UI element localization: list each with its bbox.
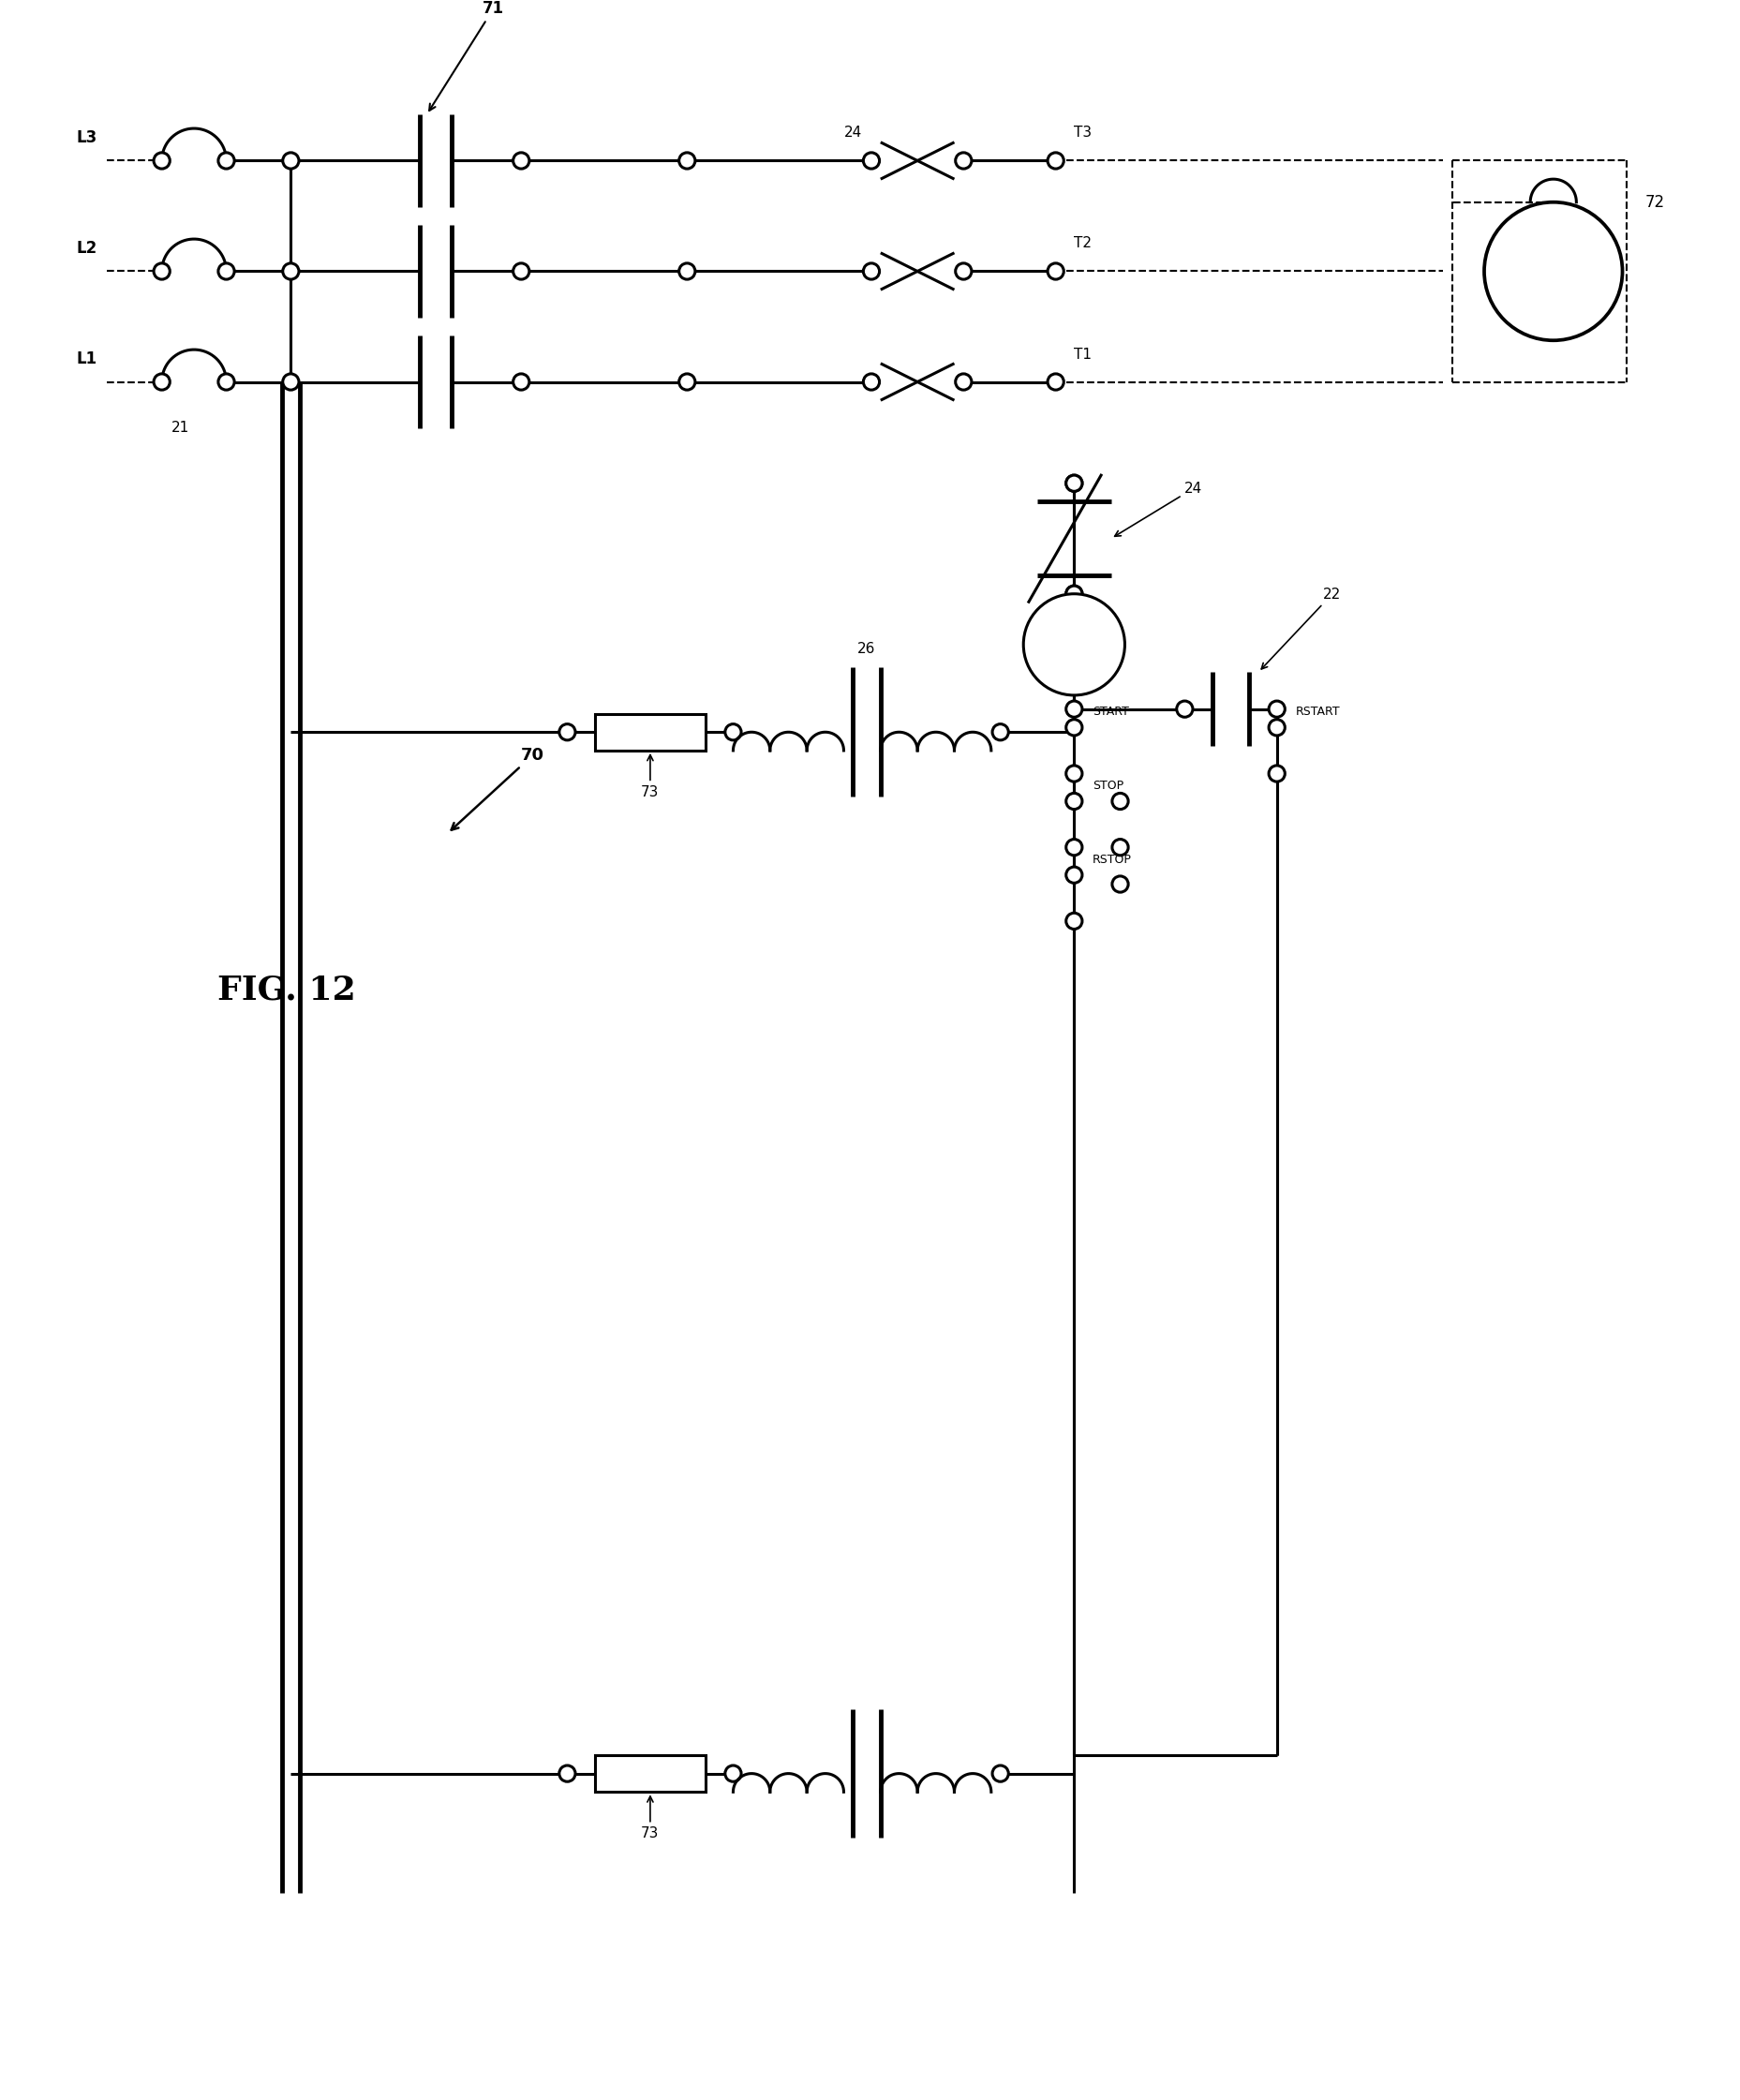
- Text: T2: T2: [1074, 237, 1093, 250]
- Circle shape: [1047, 153, 1063, 168]
- Text: RSTOP: RSTOP: [1093, 853, 1131, 865]
- Text: START: START: [1093, 706, 1129, 718]
- Text: L2: L2: [77, 239, 97, 256]
- Circle shape: [1112, 794, 1128, 808]
- Circle shape: [153, 153, 171, 168]
- Circle shape: [679, 374, 696, 391]
- Circle shape: [282, 262, 299, 279]
- Text: L1: L1: [77, 351, 97, 367]
- Circle shape: [726, 1766, 741, 1781]
- Text: RSTART: RSTART: [1295, 706, 1340, 718]
- Circle shape: [1023, 594, 1124, 695]
- Circle shape: [1176, 701, 1192, 716]
- Circle shape: [955, 153, 971, 168]
- Circle shape: [1484, 202, 1622, 340]
- Text: L3: L3: [77, 130, 97, 147]
- Circle shape: [1067, 867, 1082, 882]
- Circle shape: [679, 153, 696, 168]
- Text: 72: 72: [1646, 193, 1665, 210]
- Circle shape: [1067, 914, 1082, 928]
- Circle shape: [1067, 794, 1082, 808]
- Text: 73: 73: [640, 1796, 659, 1842]
- Circle shape: [1067, 766, 1082, 781]
- Text: 73: 73: [640, 754, 659, 800]
- Circle shape: [1067, 475, 1082, 491]
- Circle shape: [1067, 586, 1082, 603]
- Circle shape: [992, 724, 1009, 739]
- Circle shape: [992, 1766, 1009, 1781]
- Circle shape: [218, 262, 235, 279]
- Circle shape: [1047, 262, 1063, 279]
- Text: 70: 70: [451, 748, 545, 830]
- Circle shape: [679, 262, 696, 279]
- Circle shape: [1067, 586, 1082, 603]
- Circle shape: [1268, 720, 1284, 735]
- Text: STOP: STOP: [1093, 779, 1124, 792]
- FancyBboxPatch shape: [595, 1756, 705, 1791]
- Text: T3: T3: [1074, 126, 1093, 141]
- Circle shape: [1067, 701, 1082, 716]
- Circle shape: [863, 374, 879, 391]
- Text: M: M: [1067, 636, 1081, 653]
- FancyBboxPatch shape: [595, 714, 705, 750]
- Circle shape: [1268, 766, 1284, 781]
- Circle shape: [282, 153, 299, 168]
- Text: 26: 26: [858, 643, 875, 655]
- Circle shape: [513, 374, 529, 391]
- Circle shape: [1268, 701, 1284, 716]
- Circle shape: [513, 153, 529, 168]
- Circle shape: [513, 262, 529, 279]
- Circle shape: [559, 724, 576, 739]
- Circle shape: [559, 1766, 576, 1781]
- Circle shape: [1067, 840, 1082, 855]
- Text: 21: 21: [171, 420, 190, 435]
- Circle shape: [1067, 475, 1082, 491]
- Circle shape: [218, 153, 235, 168]
- Circle shape: [726, 724, 741, 739]
- Circle shape: [955, 374, 971, 391]
- Circle shape: [153, 262, 171, 279]
- Text: FIG. 12: FIG. 12: [218, 974, 355, 1006]
- Circle shape: [1067, 720, 1082, 735]
- Circle shape: [955, 262, 971, 279]
- Text: 24: 24: [1115, 481, 1202, 535]
- Circle shape: [863, 262, 879, 279]
- Circle shape: [282, 374, 299, 391]
- Circle shape: [1112, 840, 1128, 855]
- Circle shape: [218, 374, 235, 391]
- Circle shape: [1112, 876, 1128, 892]
- Text: 22: 22: [1262, 588, 1342, 670]
- Circle shape: [153, 374, 171, 391]
- Text: T1: T1: [1074, 347, 1093, 361]
- Text: 24: 24: [844, 126, 861, 141]
- Text: 71: 71: [430, 0, 505, 111]
- Circle shape: [863, 153, 879, 168]
- Circle shape: [1047, 374, 1063, 391]
